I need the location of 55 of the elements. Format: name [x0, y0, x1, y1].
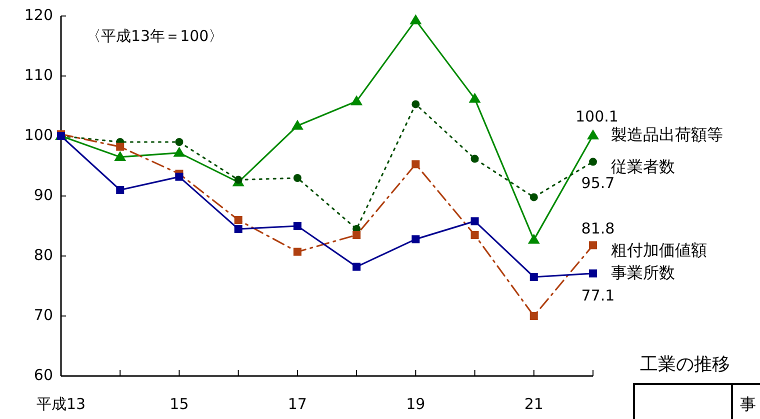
- point: [173, 146, 186, 157]
- series-label: 粗付加価値額: [611, 240, 707, 260]
- data-label: 100.1: [576, 107, 618, 126]
- point: [589, 241, 597, 250]
- y-tick-label: 70: [34, 306, 53, 324]
- point: [114, 151, 126, 161]
- point: [528, 234, 540, 244]
- data-label: 77.1: [581, 286, 615, 305]
- text: 工業の推移: [640, 354, 730, 375]
- point: [530, 193, 538, 202]
- text: 事: [740, 394, 756, 414]
- y-tick-label: 80: [34, 246, 53, 264]
- point: [116, 142, 124, 151]
- point: [350, 95, 363, 106]
- point: [410, 14, 422, 24]
- y-tick-label: 100: [24, 126, 53, 144]
- y-tick-label: 120: [24, 6, 53, 24]
- x-tick-label: 15: [170, 395, 189, 414]
- point: [293, 174, 302, 182]
- x-tick-label: 21: [524, 395, 544, 414]
- point: [234, 176, 242, 184]
- point: [175, 138, 184, 146]
- series-label: 従業者数: [611, 157, 675, 176]
- series-label: 事業所数: [611, 262, 675, 282]
- point: [589, 269, 597, 278]
- y-tick-label: 110: [24, 66, 53, 84]
- point: [175, 172, 184, 181]
- point: [116, 186, 124, 194]
- point: [412, 235, 420, 244]
- point: [530, 312, 538, 320]
- x-tick-label: 17: [288, 395, 307, 414]
- y-tick-label: 60: [34, 366, 53, 384]
- x-tick-label: 19: [406, 395, 426, 414]
- point: [589, 158, 597, 166]
- point: [530, 273, 538, 281]
- point: [412, 100, 420, 108]
- point: [352, 262, 361, 271]
- data-label: 81.8: [581, 219, 615, 238]
- data-label: 95.7: [581, 174, 615, 192]
- y-tick-label: 90: [34, 186, 53, 204]
- point: [291, 120, 304, 130]
- point: [293, 248, 302, 256]
- point: [470, 217, 479, 226]
- point: [470, 154, 479, 163]
- point: [468, 92, 481, 103]
- point: [293, 222, 302, 230]
- point: [352, 231, 361, 239]
- point: [412, 160, 420, 168]
- annotation: 〈平成13年＝100〉: [86, 27, 224, 46]
- point: [587, 129, 599, 140]
- x-tick-label: 平成13: [36, 395, 86, 414]
- series-label: 製造品出荷額等: [611, 124, 723, 144]
- point: [470, 231, 479, 239]
- point: [234, 225, 242, 233]
- point: [234, 216, 242, 224]
